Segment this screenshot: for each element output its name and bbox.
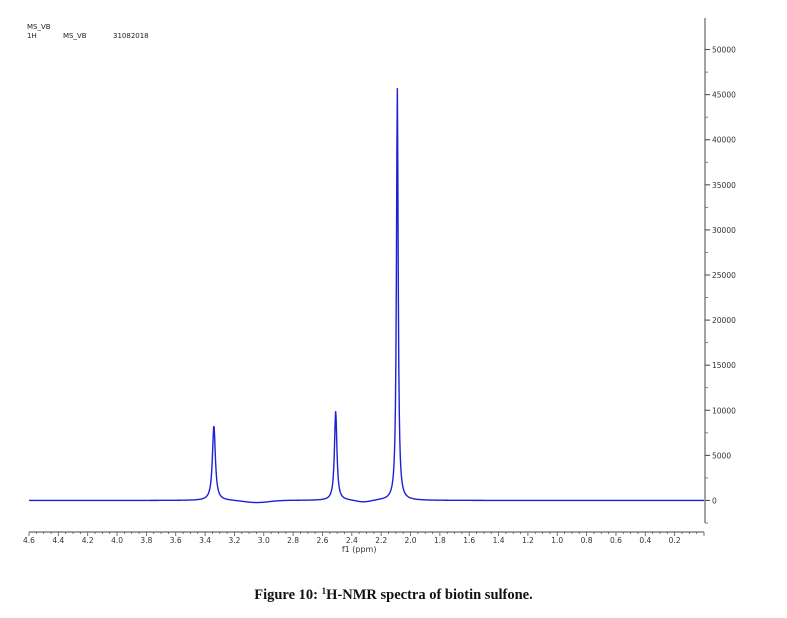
header-sample: MS_VB bbox=[63, 32, 87, 40]
y-axis: 5000045000400003500030000250002000015000… bbox=[704, 18, 736, 524]
y-tick-label: 0 bbox=[712, 496, 717, 505]
x-tick-label: 0.2 bbox=[669, 536, 681, 545]
x-tick-label: 1.0 bbox=[551, 536, 563, 545]
x-tick-label: 1.6 bbox=[463, 536, 475, 545]
y-tick-label: 50000 bbox=[712, 46, 736, 55]
x-tick-label: 4.2 bbox=[82, 536, 94, 545]
y-tick-label: 15000 bbox=[712, 361, 736, 370]
caption-prefix: Figure 10: bbox=[254, 587, 322, 603]
y-tick-label: 45000 bbox=[712, 91, 736, 100]
y-tick-label: 25000 bbox=[712, 271, 736, 280]
caption-text: H-NMR spectra of biotin sulfone. bbox=[326, 587, 533, 603]
y-tick-label: 20000 bbox=[712, 316, 736, 325]
x-tick-label: 1.4 bbox=[493, 536, 505, 545]
x-tick-label: 0.8 bbox=[581, 536, 593, 545]
header-line1: MS_VB bbox=[27, 23, 51, 31]
x-axis-label: f1 (ppm) bbox=[342, 545, 377, 554]
x-tick-label: 1.8 bbox=[434, 536, 446, 545]
x-tick-label: 0.6 bbox=[610, 536, 622, 545]
spectrum-line bbox=[29, 88, 704, 504]
figure-caption: Figure 10: 1H-NMR spectra of biotin sulf… bbox=[0, 586, 787, 604]
x-tick-label: 3.6 bbox=[170, 536, 182, 545]
x-tick-label: 2.2 bbox=[375, 536, 387, 545]
caption-superscript: 1 bbox=[321, 586, 327, 596]
x-tick-label: 3.8 bbox=[140, 536, 152, 545]
y-tick-label: 30000 bbox=[712, 226, 736, 235]
y-tick-label: 40000 bbox=[712, 136, 736, 145]
x-tick-label: 3.0 bbox=[258, 536, 270, 545]
x-tick-label: 2.6 bbox=[317, 536, 329, 545]
x-tick-label: 2.0 bbox=[405, 536, 417, 545]
x-tick-label: 2.8 bbox=[287, 536, 299, 545]
x-tick-label: 0.4 bbox=[639, 536, 651, 545]
header-nucleus: 1H bbox=[27, 32, 37, 40]
header-date: 31082018 bbox=[113, 32, 149, 40]
y-tick-label: 10000 bbox=[712, 406, 736, 415]
x-tick-label: 2.4 bbox=[346, 536, 358, 545]
x-tick-label: 4.4 bbox=[52, 536, 64, 545]
x-tick-label: 1.2 bbox=[522, 536, 534, 545]
x-tick-label: 3.2 bbox=[228, 536, 240, 545]
y-tick-label: 35000 bbox=[712, 181, 736, 190]
x-tick-label: 3.4 bbox=[199, 536, 211, 545]
y-tick-label: 5000 bbox=[712, 451, 731, 460]
nmr-spectrum-chart: 5000045000400003500030000250002000015000… bbox=[23, 18, 736, 554]
x-axis: 4.6 4.4 4.2 4.0 3.8 3.6 3.4 3.2 3.0 2.8 2.6 2.4 2.2 2… bbox=[23, 531, 705, 545]
x-tick-label: 4.0 bbox=[111, 536, 123, 545]
x-tick-label: 4.6 bbox=[23, 536, 35, 545]
